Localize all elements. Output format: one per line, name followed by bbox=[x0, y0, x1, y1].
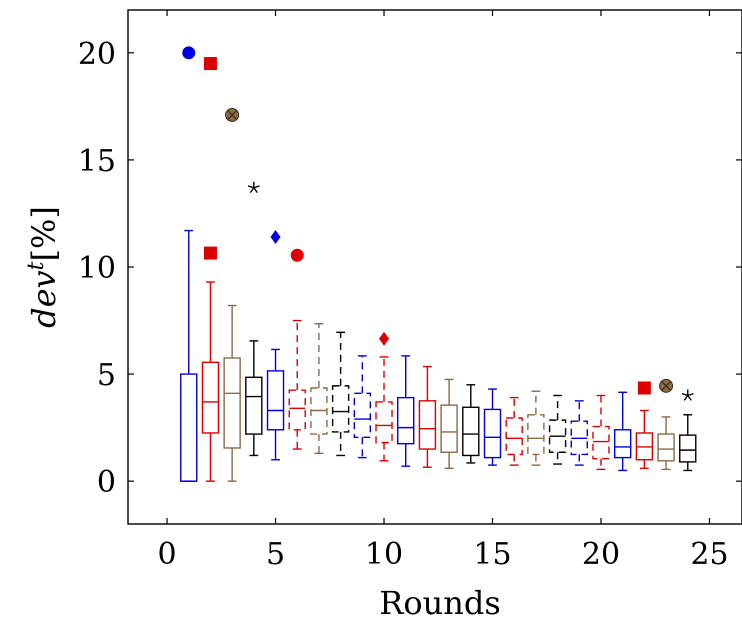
box-round-19 bbox=[570, 400, 588, 466]
box-round-5 bbox=[266, 230, 285, 461]
y-axis-label-base: dev bbox=[25, 270, 63, 328]
box-round-22 bbox=[635, 381, 654, 470]
outlier-circle bbox=[290, 248, 304, 262]
x-tick-label: 15 bbox=[473, 537, 511, 572]
box-round-24 bbox=[679, 389, 697, 472]
interquartile-box bbox=[353, 392, 372, 438]
interquartile-box bbox=[657, 433, 675, 462]
outlier-circle-cross bbox=[225, 107, 240, 122]
x-tick-label: 5 bbox=[266, 537, 285, 572]
interquartile-box bbox=[397, 396, 415, 445]
interquartile-box bbox=[505, 417, 523, 456]
y-tick-label: 20 bbox=[78, 37, 116, 72]
box-round-12 bbox=[418, 365, 437, 468]
plot-marks bbox=[180, 46, 697, 482]
interquartile-box bbox=[613, 429, 632, 459]
interquartile-box bbox=[527, 414, 545, 456]
box-round-14 bbox=[462, 384, 480, 464]
interquartile-box bbox=[592, 425, 610, 460]
outlier-square bbox=[637, 381, 651, 395]
outlier-star bbox=[247, 181, 260, 194]
box-round-13 bbox=[440, 378, 458, 470]
box-round-11 bbox=[397, 355, 415, 467]
interquartile-box bbox=[462, 406, 480, 457]
interquartile-box bbox=[679, 434, 697, 463]
box-round-2 bbox=[201, 57, 220, 482]
box-round-7 bbox=[310, 323, 328, 455]
outlier-star-lines bbox=[681, 389, 694, 401]
box-round-18 bbox=[548, 394, 567, 465]
box-round-23 bbox=[657, 378, 675, 471]
interquartile-box bbox=[266, 370, 285, 431]
interquartile-box bbox=[418, 400, 437, 450]
x-tick-label: 20 bbox=[582, 537, 620, 572]
outlier-circle-cross-x bbox=[661, 381, 671, 391]
y-axis-label-superscript: t bbox=[24, 261, 49, 270]
box-round-6 bbox=[288, 248, 306, 450]
outlier-star-lines bbox=[247, 181, 260, 194]
x-tick-label: 10 bbox=[365, 537, 403, 572]
y-tick-label: 5 bbox=[97, 358, 116, 393]
box-round-4 bbox=[245, 181, 263, 457]
y-tick-label: 0 bbox=[97, 465, 116, 500]
outlier-circle-cross bbox=[659, 378, 674, 393]
y-axis-label: devt[%] bbox=[24, 206, 63, 328]
outlier-square bbox=[203, 57, 217, 71]
box-round-3 bbox=[223, 107, 241, 482]
x-axis-label: Rounds bbox=[379, 584, 500, 621]
interquartile-box bbox=[245, 376, 263, 435]
outlier-circle-cross-x bbox=[227, 110, 237, 120]
y-tick-label: 15 bbox=[78, 144, 116, 179]
box-round-16 bbox=[505, 396, 523, 466]
interquartile-box bbox=[180, 373, 198, 482]
interquartile-box bbox=[440, 404, 458, 453]
interquartile-box bbox=[483, 408, 502, 459]
box-round-17 bbox=[527, 390, 545, 466]
outlier-square bbox=[203, 246, 217, 260]
interquartile-box bbox=[288, 389, 306, 431]
box-round-1 bbox=[180, 46, 198, 482]
box-round-21 bbox=[613, 391, 632, 472]
interquartile-box bbox=[331, 385, 350, 433]
outlier-diamond bbox=[379, 331, 390, 346]
axis-ticks: 0 5 10 15 20 25 0 5 10 15 20 bbox=[78, 10, 742, 572]
outlier-circle bbox=[182, 46, 196, 60]
box-round-10 bbox=[375, 331, 393, 462]
box-round-20 bbox=[592, 394, 610, 471]
box-round-9 bbox=[353, 355, 372, 459]
interquartile-box bbox=[223, 357, 241, 449]
interquartile-box bbox=[375, 401, 393, 444]
x-tick-label: 0 bbox=[158, 537, 177, 572]
box-round-15 bbox=[483, 388, 502, 466]
outlier-star bbox=[681, 389, 694, 401]
y-axis-label-unit: [%] bbox=[25, 206, 63, 261]
y-tick-label: 10 bbox=[78, 251, 116, 286]
outlier-diamond bbox=[270, 230, 281, 245]
box-round-8 bbox=[331, 331, 350, 457]
x-tick-label: 25 bbox=[690, 537, 728, 572]
interquartile-box bbox=[201, 361, 220, 434]
